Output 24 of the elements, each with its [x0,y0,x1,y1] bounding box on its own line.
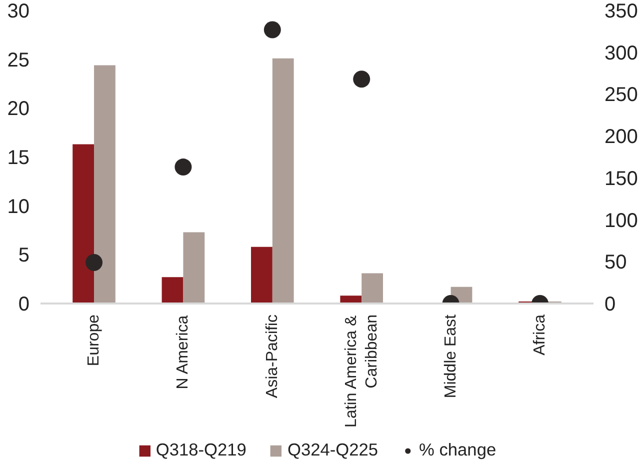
y-tick-label: 0 [18,294,30,316]
y-tick-label: 15 [7,147,30,169]
y-tick-label: 30 [7,0,30,22]
y2-tick-label: 0 [604,294,616,316]
y2-tick-label: 50 [604,252,627,274]
y2-tick-label: 150 [604,168,638,190]
y2-tick-label: 200 [604,126,638,148]
x-tick-label: Africa [531,314,548,356]
legend-label: Q318-Q219 [156,440,246,460]
y-tick-label: 20 [7,98,30,120]
x-tick-label: Middle East [442,314,460,398]
y2-tick-label: 300 [604,42,638,64]
y2-tick-label: 100 [604,210,638,232]
y-tick-label: 10 [7,196,30,218]
y-tick-label: 5 [18,244,30,267]
x-tick-label: Latin America & Caribbean [342,314,380,428]
legend-label: % change [419,440,496,460]
y2-tick-label: 350 [604,0,638,22]
legend-label: Q324-Q225 [287,440,378,460]
x-tick-label: Europe [86,314,103,366]
y2-tick-label: 250 [604,84,638,106]
y-tick-label: 25 [7,49,30,72]
x-tick-label: N America [174,315,192,390]
x-tick-label: Asia-Pacific [264,314,281,398]
